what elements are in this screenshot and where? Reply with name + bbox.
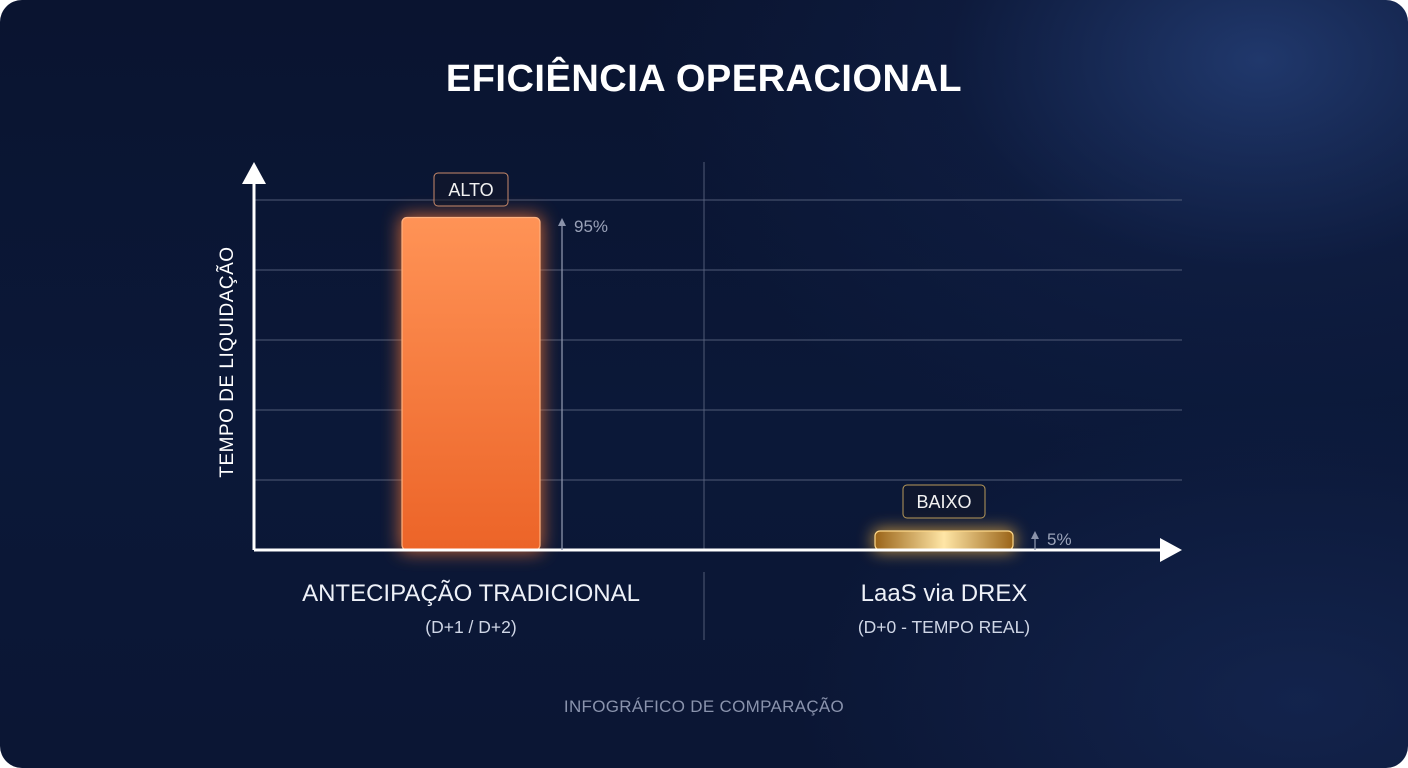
category-label-drex: LaaS via DREX (860, 580, 1028, 607)
bar-traditional (401, 216, 541, 551)
chart-title: EFICIÊNCIA OPERACIONAL (445, 58, 963, 100)
level-tag-box (433, 172, 509, 207)
value-label: 5% (1047, 530, 1072, 549)
value-arrow-head (1031, 531, 1039, 539)
x-axis-arrow-icon (1160, 538, 1182, 562)
value-label: 95% (574, 217, 608, 236)
level-tag-baixo: BAIXO (916, 492, 971, 512)
category-sublabel-traditional: (D+1 / D+2) (425, 617, 517, 637)
level-tag-box (902, 484, 986, 519)
category-sublabel-drex: (D+0 - TEMPO REAL) (857, 617, 1031, 637)
footer-caption: INFOGRÁFICO DE COMPARAÇÃO (563, 697, 845, 716)
y-axis-arrow-icon (242, 162, 266, 184)
bar-drex (874, 530, 1014, 551)
level-tag-alto: ALTO (448, 180, 493, 200)
category-label-traditional: ANTECIPAÇÃO TRADICIONAL (302, 580, 640, 607)
value-arrow-head (558, 218, 566, 226)
y-axis-label: TEMPO DE LIQUIDAÇÃO (216, 246, 238, 477)
